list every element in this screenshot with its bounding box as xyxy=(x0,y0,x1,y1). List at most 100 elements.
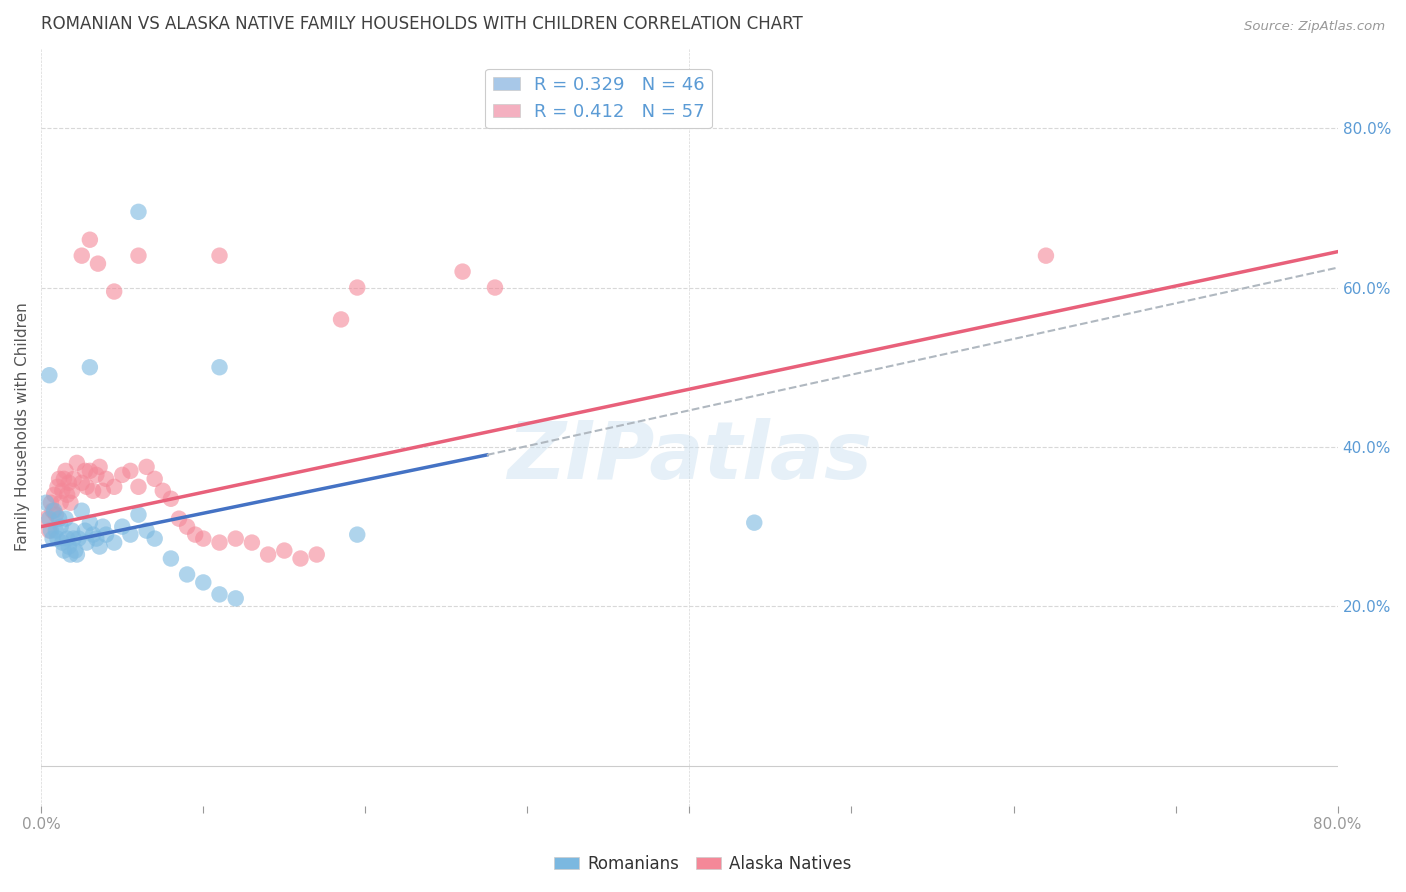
Point xyxy=(742,516,765,530)
Point xyxy=(94,527,117,541)
Point xyxy=(290,551,312,566)
Point xyxy=(208,249,231,263)
Point xyxy=(225,532,247,546)
Point xyxy=(82,483,104,498)
Point xyxy=(143,472,166,486)
Point xyxy=(52,472,75,486)
Text: Source: ZipAtlas.com: Source: ZipAtlas.com xyxy=(1244,20,1385,33)
Point xyxy=(184,527,207,541)
Point xyxy=(91,519,114,533)
Point xyxy=(76,480,98,494)
Point xyxy=(167,511,190,525)
Point xyxy=(330,312,353,326)
Point xyxy=(66,456,89,470)
Point xyxy=(127,480,149,494)
Point xyxy=(103,535,125,549)
Point xyxy=(56,532,79,546)
Point xyxy=(79,233,101,247)
Point xyxy=(176,519,198,533)
Point xyxy=(305,548,328,562)
Point xyxy=(35,511,58,525)
Point xyxy=(91,483,114,498)
Point xyxy=(56,488,79,502)
Point xyxy=(41,532,63,546)
Point xyxy=(70,475,93,490)
Point xyxy=(103,480,125,494)
Point xyxy=(273,543,295,558)
Y-axis label: Family Households with Children: Family Households with Children xyxy=(15,302,30,551)
Point xyxy=(38,511,60,525)
Point xyxy=(94,472,117,486)
Point xyxy=(127,249,149,263)
Point xyxy=(38,524,60,538)
Point xyxy=(41,504,63,518)
Point xyxy=(120,464,142,478)
Point xyxy=(55,464,77,478)
Text: ZIPatlas: ZIPatlas xyxy=(508,418,872,496)
Point xyxy=(46,532,69,546)
Point xyxy=(89,459,111,474)
Point xyxy=(120,527,142,541)
Point xyxy=(49,496,72,510)
Point xyxy=(48,472,70,486)
Point xyxy=(58,475,80,490)
Point xyxy=(39,496,62,510)
Point xyxy=(346,527,368,541)
Point xyxy=(73,464,96,478)
Point xyxy=(160,551,183,566)
Point xyxy=(484,280,506,294)
Point xyxy=(73,524,96,538)
Point xyxy=(225,591,247,606)
Point xyxy=(127,508,149,522)
Point xyxy=(60,483,83,498)
Point xyxy=(89,540,111,554)
Point xyxy=(143,532,166,546)
Point xyxy=(62,532,84,546)
Point xyxy=(44,488,66,502)
Point xyxy=(193,532,215,546)
Text: ROMANIAN VS ALASKA NATIVE FAMILY HOUSEHOLDS WITH CHILDREN CORRELATION CHART: ROMANIAN VS ALASKA NATIVE FAMILY HOUSEHO… xyxy=(41,15,803,33)
Point xyxy=(193,575,215,590)
Point xyxy=(79,360,101,375)
Point xyxy=(208,535,231,549)
Legend: Romanians, Alaska Natives: Romanians, Alaska Natives xyxy=(547,848,859,880)
Point xyxy=(257,548,280,562)
Point xyxy=(451,264,474,278)
Point xyxy=(44,504,66,518)
Point xyxy=(79,464,101,478)
Point xyxy=(70,504,93,518)
Point xyxy=(135,524,157,538)
Point xyxy=(38,368,60,383)
Point xyxy=(87,257,110,271)
Point xyxy=(35,496,58,510)
Point xyxy=(39,524,62,538)
Point xyxy=(103,285,125,299)
Point xyxy=(51,535,73,549)
Point xyxy=(135,459,157,474)
Point xyxy=(208,587,231,601)
Point xyxy=(46,480,69,494)
Point xyxy=(111,519,134,533)
Point xyxy=(45,524,67,538)
Point xyxy=(62,472,84,486)
Point xyxy=(1035,249,1057,263)
Point xyxy=(76,535,98,549)
Point xyxy=(45,508,67,522)
Point xyxy=(127,204,149,219)
Point xyxy=(160,491,183,506)
Point xyxy=(58,540,80,554)
Point xyxy=(111,467,134,482)
Point xyxy=(52,543,75,558)
Point xyxy=(48,511,70,525)
Point xyxy=(152,483,174,498)
Point xyxy=(79,516,101,530)
Point xyxy=(59,548,82,562)
Point xyxy=(65,543,87,558)
Point xyxy=(49,519,72,533)
Point xyxy=(60,524,83,538)
Point xyxy=(70,249,93,263)
Point xyxy=(82,527,104,541)
Point xyxy=(346,280,368,294)
Point xyxy=(55,511,77,525)
Point xyxy=(208,360,231,375)
